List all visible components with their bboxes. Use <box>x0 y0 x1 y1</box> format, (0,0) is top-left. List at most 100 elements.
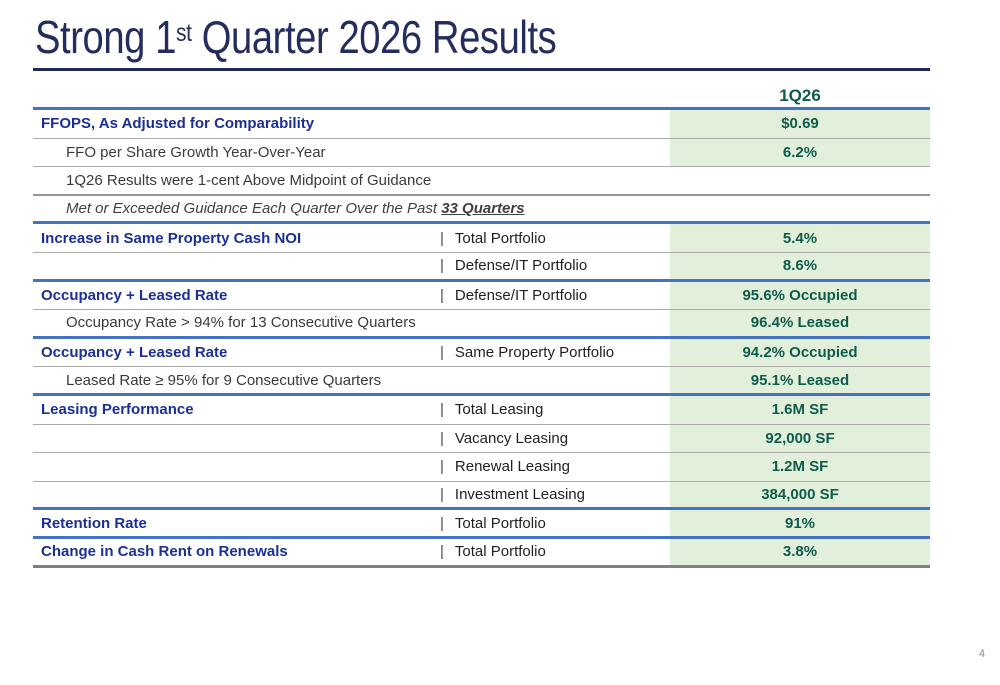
row-label-cell <box>33 425 440 453</box>
column-header-1q26: 1Q26 <box>779 85 821 105</box>
value-text: 5.4% <box>782 229 818 247</box>
portfolio-cell: | Defense/IT Portfolio <box>440 253 670 279</box>
table-row: Leased Rate ≥ 95% for 9 Consecutive Quar… <box>33 367 930 396</box>
row-label: Leasing Performance <box>41 401 194 419</box>
value-text: 384,000 SF <box>761 486 839 504</box>
page-number: 4 <box>978 648 985 660</box>
row-label: Occupancy + Leased Rate <box>41 286 228 304</box>
table-row: | Renewal Leasing 1.2M SF <box>33 453 930 482</box>
table-row: | Investment Leasing 384,000 SF <box>33 481 930 511</box>
row-label: 1Q26 Results were 1-cent Above Midpoint … <box>66 171 432 189</box>
table-row: FFOPS, As Adjusted for Comparability $0.6… <box>33 110 930 139</box>
value-cell: 1.2M SF <box>670 453 930 481</box>
pipe-separator: | <box>440 486 444 504</box>
portfolio-cell: | Same Property Portfolio <box>440 339 670 367</box>
value-text: 94.2% Occupied <box>742 344 858 362</box>
title-divider-rule <box>33 68 930 71</box>
row-label: Retention Rate <box>41 514 147 532</box>
value-text: $0.69 <box>781 115 819 133</box>
title-text-prefix: Strong 1 <box>35 11 177 63</box>
portfolio-label: Total Portfolio <box>454 543 546 561</box>
portfolio-cell <box>440 139 670 167</box>
row-label-cell: Change in Cash Rent on Renewals <box>33 539 440 565</box>
value-text: 8.6% <box>782 257 818 275</box>
value-cell <box>670 167 930 194</box>
row-label-cell: FFOPS, As Adjusted for Comparability <box>33 110 440 138</box>
portfolio-label: Total Portfolio <box>454 229 546 247</box>
table-row: 1Q26 Results were 1-cent Above Midpoint … <box>33 167 930 196</box>
row-label-cell: Leasing Performance <box>33 396 440 424</box>
value-cell: 1.6M SF <box>670 395 930 424</box>
title-superscript: st <box>176 18 192 47</box>
table-header-row: 1Q26 <box>33 84 930 110</box>
portfolio-label: Same Property Portfolio <box>454 344 615 362</box>
row-label: Increase in Same Property Cash NOI <box>41 229 302 247</box>
value-cell: 384,000 SF <box>670 481 930 508</box>
table-row: Leasing Performance | Total Leasing 1.6M SF <box>33 395 930 425</box>
row-label-cell: Leased Rate ≥ 95% for 9 Consecutive Quar… <box>33 367 440 393</box>
row-label-cell: Retention Rate <box>33 510 440 536</box>
pipe-separator: | <box>440 257 444 275</box>
table-row: Change in Cash Rent on Renewals | Total Po… <box>33 538 930 568</box>
row-label: FFOPS, As Adjusted for Comparability <box>41 115 315 133</box>
portfolio-label: Vacancy Leasing <box>454 429 569 447</box>
pipe-separator: | <box>440 458 444 476</box>
row-label-cell: Occupancy + Leased Rate <box>33 339 440 367</box>
portfolio-cell <box>440 110 670 138</box>
pipe-separator: | <box>440 429 444 447</box>
pipe-separator: | <box>440 543 444 561</box>
row-label-cell: FFO per Share Growth Year-Over-Year <box>33 139 440 167</box>
value-cell: 94.2% Occupied <box>670 338 930 367</box>
value-cell: 5.4% <box>670 224 930 252</box>
value-text: 95.6% Occupied <box>742 286 858 304</box>
portfolio-cell <box>440 367 670 393</box>
row-label-cell <box>33 453 440 481</box>
value-text: 92,000 SF <box>765 429 835 447</box>
pipe-separator: | <box>440 514 444 532</box>
pipe-separator: | <box>440 344 444 362</box>
portfolio-cell: | Total Portfolio <box>440 510 670 536</box>
pipe-separator: | <box>440 286 444 304</box>
portfolio-label: Total Leasing <box>454 401 544 419</box>
value-text: 1.2M SF <box>771 458 829 476</box>
value-cell: 91% <box>670 510 930 536</box>
pipe-separator: | <box>440 401 444 419</box>
value-text: 96.4% Leased <box>750 314 850 332</box>
value-cell: 96.4% Leased <box>670 310 930 336</box>
portfolio-cell: | Vacancy Leasing <box>440 425 670 453</box>
row-label-cell: Met or Exceeded Guidance Each Quarter Ov… <box>33 196 670 222</box>
table-row: Retention Rate | Total Portfolio 91% <box>33 510 930 539</box>
value-text: 95.1% Leased <box>750 371 850 389</box>
portfolio-cell: | Defense/IT Portfolio <box>440 282 670 310</box>
pipe-separator: | <box>440 229 444 247</box>
table-row: FFO per Share Growth Year-Over-Year 6.2% <box>33 138 930 168</box>
value-text: 91% <box>784 514 816 532</box>
table-row: Increase in Same Property Cash NOI | Total… <box>33 224 930 253</box>
title-text-suffix: Quarter 2026 Results <box>191 11 557 63</box>
value-text: 1.6M SF <box>771 401 829 419</box>
row-label-cell <box>33 482 440 508</box>
value-cell: 95.1% Leased <box>670 367 930 393</box>
portfolio-label: Total Portfolio <box>454 514 546 532</box>
portfolio-cell: | Total Portfolio <box>440 539 670 565</box>
value-cell: 3.8% <box>670 538 930 565</box>
row-label: Occupancy + Leased Rate <box>41 344 228 362</box>
portfolio-cell: | Total Portfolio <box>440 224 670 252</box>
row-label: FFO per Share Growth Year-Over-Year <box>66 143 326 161</box>
table-row: Occupancy + Leased Rate | Same Property Po… <box>33 338 930 368</box>
portfolio-label: Investment Leasing <box>454 486 585 504</box>
row-label-cell: Occupancy + Leased Rate <box>33 282 440 310</box>
table-row: | Vacancy Leasing 92,000 SF <box>33 424 930 454</box>
header-spacer-label <box>33 84 440 107</box>
portfolio-cell: | Renewal Leasing <box>440 453 670 481</box>
value-cell: 92,000 SF <box>670 424 930 453</box>
portfolio-label: Defense/IT Portfolio <box>454 286 588 304</box>
portfolio-label: Renewal Leasing <box>454 458 570 476</box>
value-cell: 6.2% <box>670 138 930 167</box>
row-label: Met or Exceeded Guidance Each Quarter Ov… <box>66 200 525 218</box>
portfolio-cell: | Investment Leasing <box>440 482 670 508</box>
portfolio-cell <box>440 310 670 336</box>
value-text: 6.2% <box>782 143 818 161</box>
value-cell <box>670 196 930 222</box>
header-spacer-portfolio <box>440 84 670 107</box>
